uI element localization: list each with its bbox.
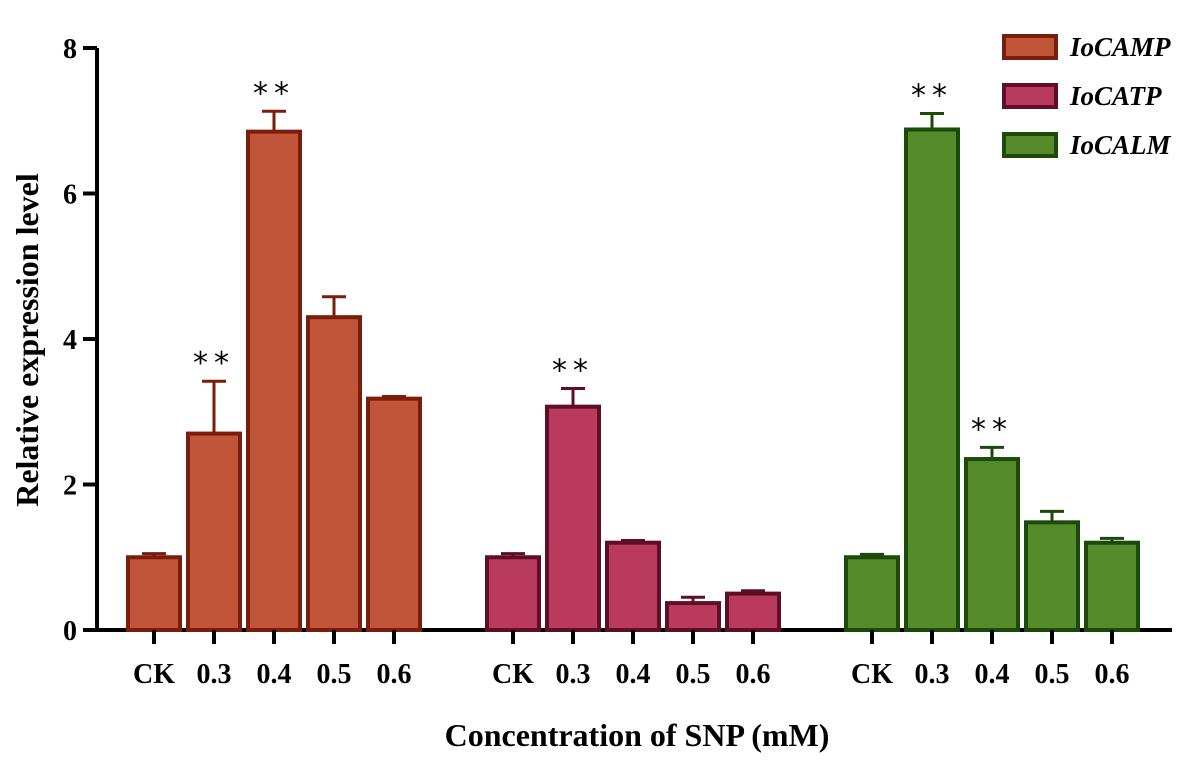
x-tick-label: 0.3 xyxy=(915,659,950,690)
plot-area: 0 2 4 6 8 ** ** CK 0.3 0.4 0.5 0.6 ** CK 0.3 0.4 0.5 0.6 *… xyxy=(63,34,1172,690)
bar xyxy=(186,431,242,633)
bar xyxy=(306,315,362,632)
legend-swatch-IoCAMP xyxy=(1002,34,1058,60)
bar xyxy=(725,591,781,632)
bar xyxy=(605,540,661,633)
legend-swatch-IoCATP xyxy=(1002,83,1058,109)
y-tick-label: 0 xyxy=(63,616,77,647)
x-axis-title: Concentration of SNP (mM) xyxy=(445,717,830,753)
y-tick-label: 8 xyxy=(63,34,77,65)
x-tick-label: CK xyxy=(133,659,175,690)
x-tick-label: 0.4 xyxy=(616,659,651,690)
y-tick-label: 4 xyxy=(63,325,77,356)
bar xyxy=(246,129,302,632)
bar xyxy=(665,601,721,633)
series-IoCAMP: ** ** xyxy=(126,76,422,633)
bar xyxy=(844,555,900,632)
x-tick-label: CK xyxy=(851,659,893,690)
bar xyxy=(126,555,182,632)
significance-marker: ** xyxy=(971,412,1013,447)
significance-marker: ** xyxy=(552,353,594,388)
legend: IoCAMP IoCATP IoCALM xyxy=(1002,32,1172,160)
series-IoCATP: ** xyxy=(485,353,781,633)
x-tick-label: 0.4 xyxy=(257,659,292,690)
x-tick-label: CK xyxy=(492,659,534,690)
x-tick-label: 0.6 xyxy=(377,659,412,690)
x-tick-label: 0.6 xyxy=(1095,659,1130,690)
bar xyxy=(485,555,541,632)
legend-label: IoCAMP xyxy=(1069,32,1171,62)
x-tick-label: 0.5 xyxy=(1035,659,1070,690)
x-tick-label: 0.3 xyxy=(556,659,591,690)
y-axis-title: Relative expression level xyxy=(9,173,45,507)
bar xyxy=(366,396,422,632)
bar xyxy=(1084,540,1140,633)
legend-label: IoCATP xyxy=(1069,81,1162,111)
y-tick-label: 2 xyxy=(63,471,77,502)
bar xyxy=(545,404,601,632)
significance-marker: ** xyxy=(193,346,235,381)
x-tick-label: 0.6 xyxy=(736,659,771,690)
series-IoCALM: ** ** xyxy=(844,78,1140,633)
x-tick-label: 0.5 xyxy=(317,659,352,690)
legend-swatch-IoCALM xyxy=(1002,132,1058,158)
x-tick-label: 0.3 xyxy=(197,659,232,690)
bar xyxy=(1024,520,1080,633)
x-tick-label: 0.5 xyxy=(676,659,711,690)
bar xyxy=(904,127,960,632)
legend-label: IoCALM xyxy=(1069,130,1172,160)
y-tick-label: 6 xyxy=(63,180,77,211)
bar xyxy=(964,457,1020,632)
x-tick-label: 0.4 xyxy=(975,659,1010,690)
significance-marker: ** xyxy=(253,76,295,111)
significance-marker: ** xyxy=(911,78,953,113)
